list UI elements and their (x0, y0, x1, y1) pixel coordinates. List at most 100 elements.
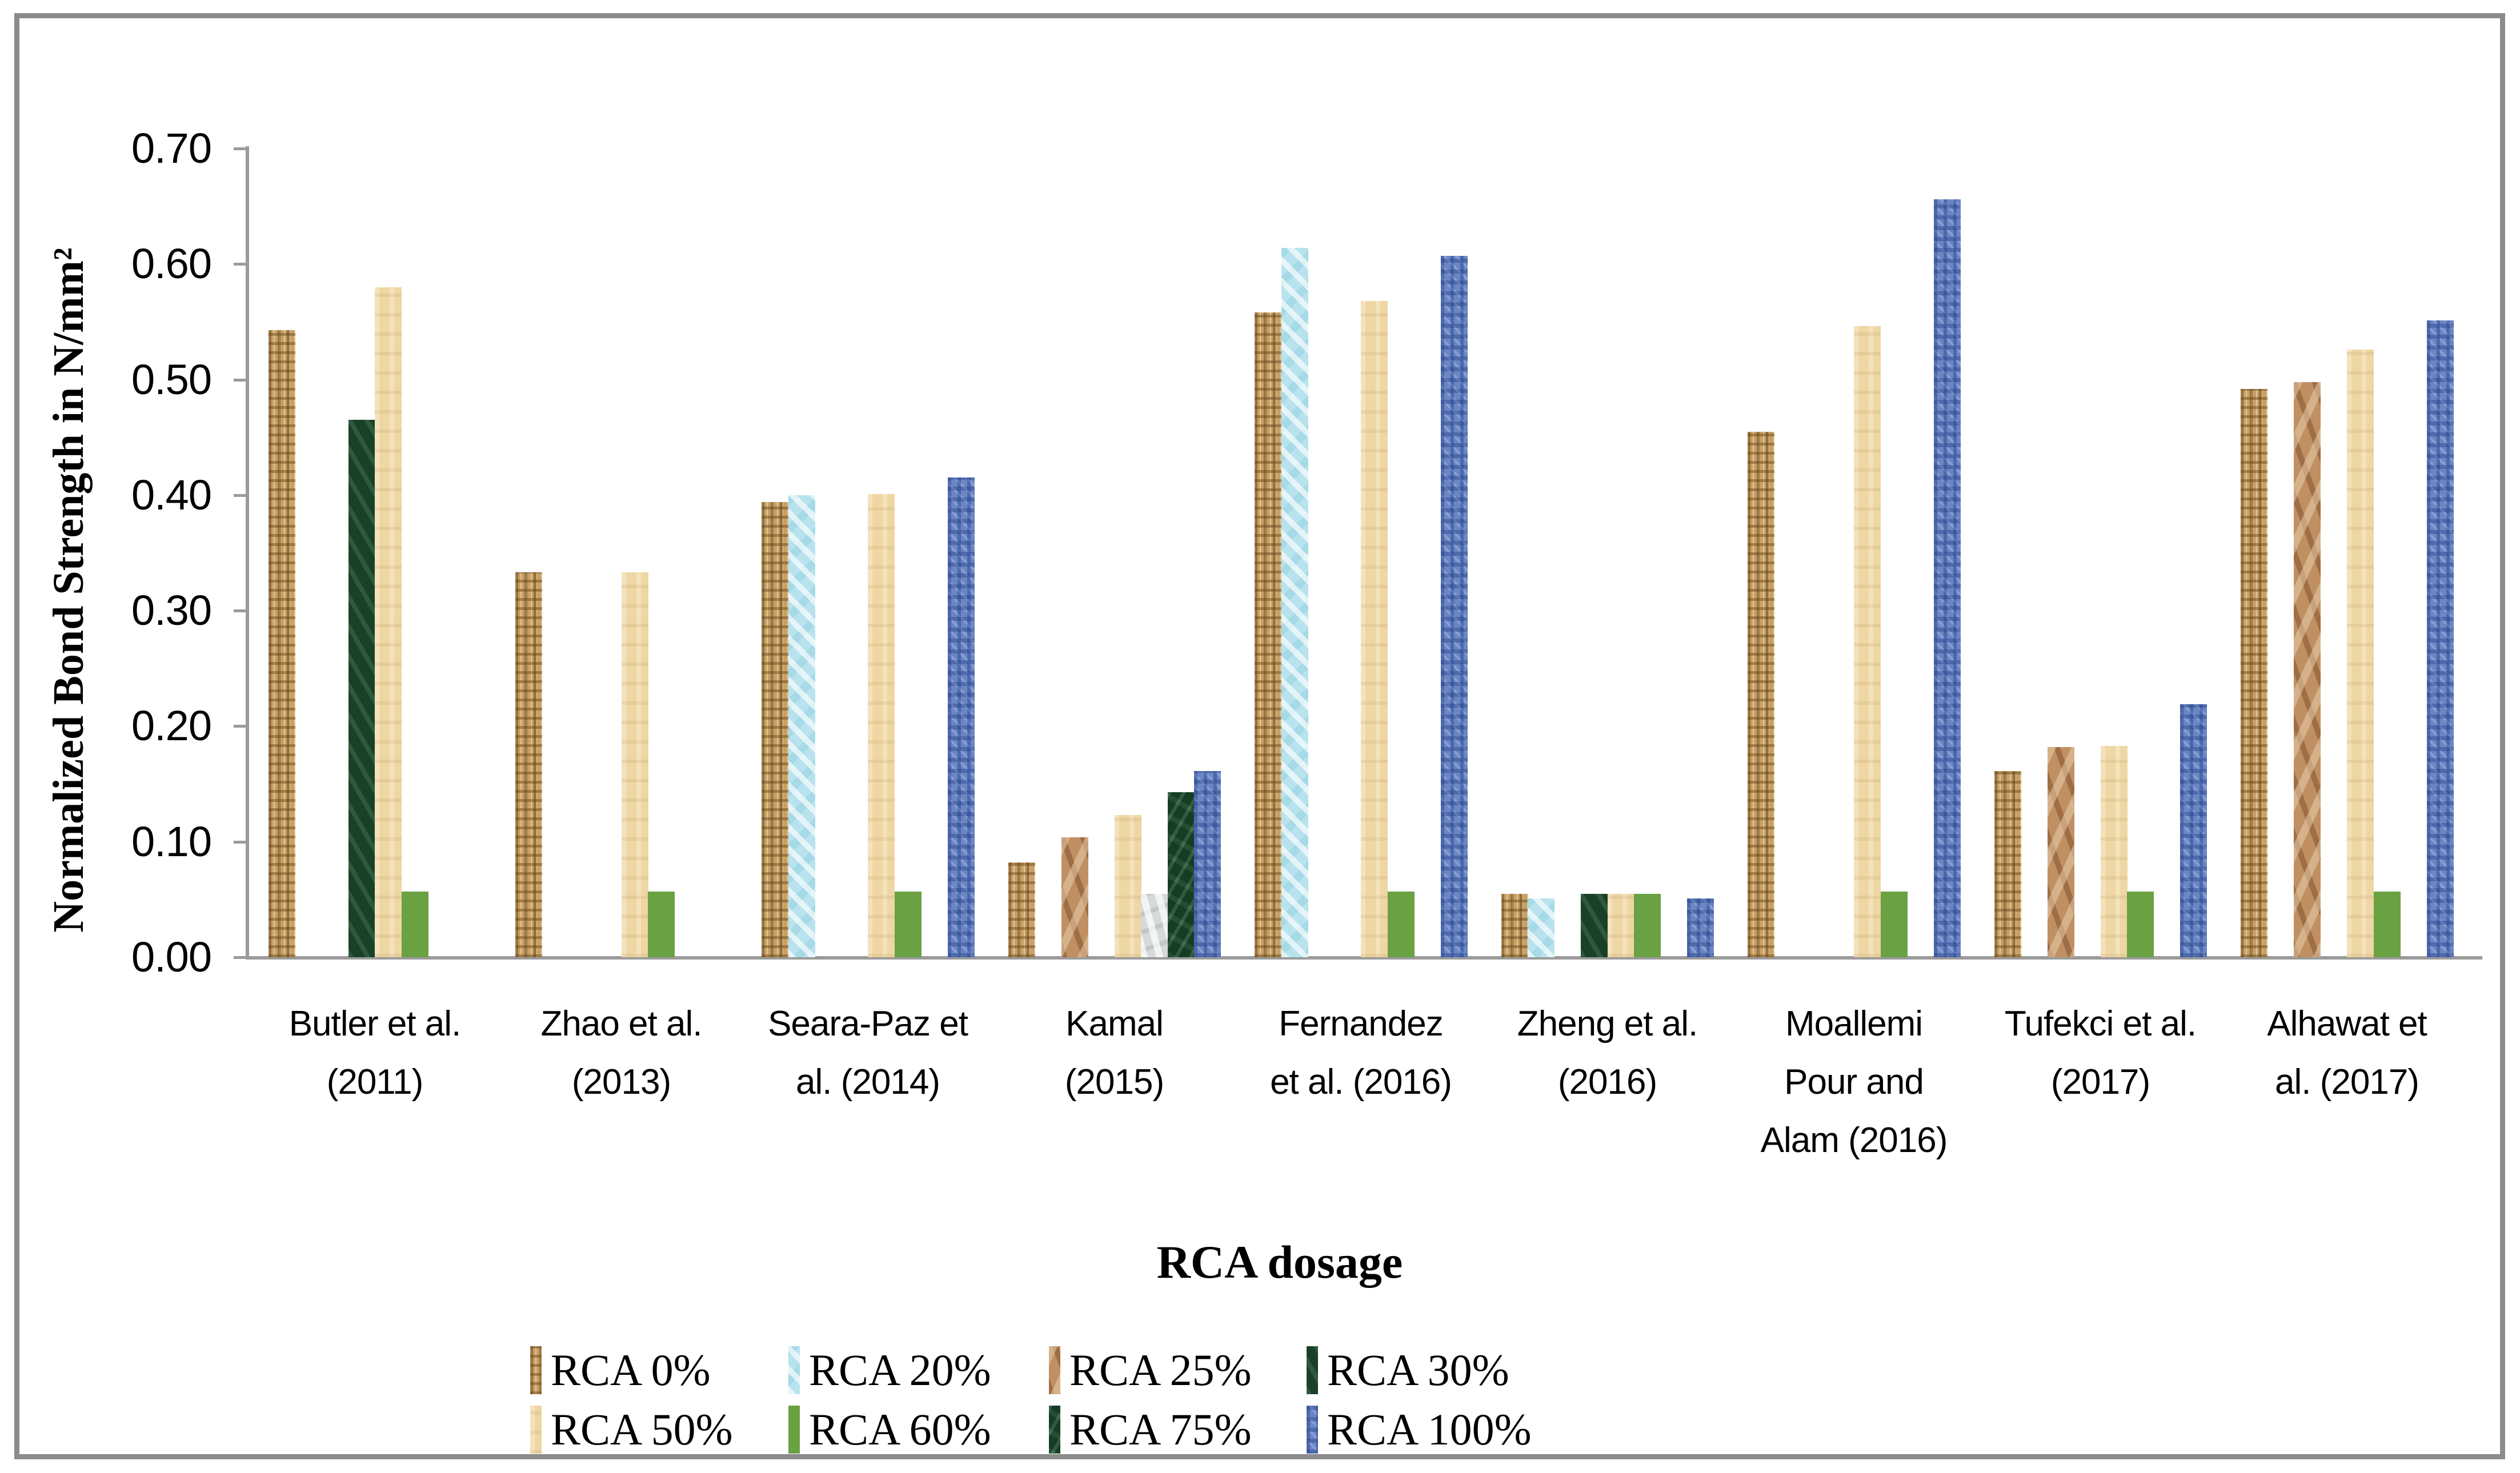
category-label-moallemi: Moallemi Pour and Alam (2016) (1731, 995, 1977, 1170)
category-label-searapaz: Seara-Paz et al. (2014) (745, 995, 991, 1111)
y-tick-label-0.40: 0.40 (131, 471, 212, 519)
bar-zhao-rca0 (515, 572, 542, 957)
bar-fernandez-rca50 (1361, 301, 1388, 957)
category-label-zhao: Zhao et al. (2013) (499, 995, 744, 1111)
legend-item-rca0: RCA 0% (530, 1346, 711, 1395)
legend-item-rca30: RCA 30% (1307, 1346, 1509, 1395)
y-tick-mark-0.40 (234, 493, 247, 497)
category-label-line: (2015) (1064, 1062, 1164, 1102)
y-tick-label-0.70: 0.70 (131, 124, 212, 172)
category-label-line: Butler et al. (289, 1004, 462, 1043)
y-tick-label-0.00: 0.00 (131, 933, 212, 981)
x-axis-title: RCA dosage (1156, 1236, 1403, 1288)
legend-swatch-rca0 (530, 1346, 542, 1394)
category-label-line: Zheng et al. (1517, 1004, 1698, 1043)
y-axis-line (246, 146, 249, 960)
category-label-line: (2017) (2050, 1062, 2150, 1102)
bar-zheng-rca100 (1687, 898, 1714, 957)
category-label-line: al. (2017) (2275, 1062, 2419, 1102)
legend-label-rca0: RCA 0% (551, 1345, 711, 1395)
bar-searapaz-rca50 (868, 494, 895, 957)
legend-swatch-rca75 (1049, 1406, 1060, 1454)
category-label-line: Kamal (1065, 1004, 1164, 1043)
category-label-line: Pour and (1784, 1062, 1924, 1102)
legend-label-rca100: RCA 100% (1327, 1404, 1532, 1454)
bar-butler-rca0 (269, 330, 295, 957)
bar-fernandez-rca20 (1281, 248, 1308, 957)
bar-kamal-rca50 (1115, 815, 1141, 957)
category-label-tufekci: Tufekci et al. (2017) (1978, 995, 2223, 1111)
category-label-line: Alam (2016) (1760, 1121, 1948, 1160)
category-label-fernandez: Fernandez et al. (2016) (1238, 995, 1484, 1111)
bar-zheng-rca60 (1634, 894, 1661, 957)
bar-zheng-rca30 (1581, 894, 1608, 957)
legend-label-rca60: RCA 60% (809, 1404, 991, 1454)
category-label-line: Alhawat et (2267, 1004, 2427, 1043)
bar-searapaz-rca20 (788, 495, 815, 957)
y-tick-mark-0.00 (234, 956, 247, 959)
legend-item-rca25: RCA 25% (1049, 1346, 1252, 1395)
y-tick-label-0.20: 0.20 (131, 702, 212, 750)
legend-label-rca75: RCA 75% (1069, 1404, 1252, 1454)
y-tick-label-0.30: 0.30 (131, 587, 212, 635)
bar-butler-rca50 (375, 287, 402, 957)
category-label-zheng: Zheng et al. (2016) (1485, 995, 1730, 1111)
figure-frame (14, 13, 2505, 1459)
bar-fernandez-rca100 (1441, 256, 1468, 957)
category-label-line: et al. (2016) (1270, 1062, 1452, 1102)
legend-label-rca25: RCA 25% (1069, 1345, 1252, 1395)
category-label-line: al. (2014) (796, 1062, 940, 1102)
y-tick-mark-0.10 (234, 840, 247, 844)
bar-searapaz-rca100 (948, 477, 975, 957)
y-tick-label-0.50: 0.50 (131, 355, 212, 403)
bar-alhawat-rca0 (2241, 389, 2267, 957)
bar-tufekci-rca100 (2180, 704, 2207, 957)
bar-zheng-rca50 (1608, 894, 1634, 957)
bar-alhawat-rca50 (2347, 350, 2374, 957)
y-tick-mark-0.30 (234, 609, 247, 613)
bar-fernandez-rca60 (1388, 892, 1415, 957)
category-label-line: Seara-Paz et (768, 1004, 968, 1043)
bar-tufekci-rca25 (2048, 747, 2074, 957)
bar-fernandez-rca0 (1255, 312, 1281, 957)
bar-zhao-rca50 (622, 572, 648, 957)
bar-kamal-rca25 (1061, 837, 1088, 957)
bar-zheng-rca0 (1501, 894, 1528, 957)
y-tick-mark-0.20 (234, 725, 247, 728)
bar-kamal-rca75 (1168, 792, 1195, 957)
y-tick-mark-0.70 (234, 147, 247, 150)
bar-alhawat-rca25 (2294, 382, 2321, 957)
bar-zheng-rca20 (1528, 898, 1555, 957)
category-label-kamal: Kamal (2015) (992, 995, 1237, 1111)
y-tick-label-0.60: 0.60 (131, 240, 212, 288)
category-label-line: (2016) (1557, 1062, 1657, 1102)
bar-moallemi-rca50 (1854, 326, 1881, 957)
bar-moallemi-rca100 (1934, 199, 1961, 957)
legend-item-rca100: RCA 100% (1307, 1405, 1532, 1454)
bar-butler-rca60 (402, 892, 428, 957)
y-tick-label-0.10: 0.10 (131, 817, 212, 865)
legend-item-rca75: RCA 75% (1049, 1405, 1252, 1454)
bar-kamal-rca100 (1194, 771, 1221, 957)
legend-swatch-rca100 (1307, 1406, 1318, 1454)
bar-searapaz-rca60 (895, 892, 922, 957)
bar-tufekci-rca60 (2127, 892, 2154, 957)
y-tick-mark-0.60 (234, 263, 247, 266)
bar-moallemi-rca60 (1881, 892, 1908, 957)
bar-tufekci-rca0 (1994, 771, 2021, 957)
bar-kamal-rca60 (1141, 894, 1168, 957)
bar-searapaz-rca0 (762, 502, 788, 957)
bar-kamal-rca0 (1008, 862, 1035, 957)
legend-item-rca20: RCA 20% (788, 1346, 991, 1395)
category-label-line: (2013) (571, 1062, 671, 1102)
category-label-line: Fernandez (1279, 1004, 1443, 1043)
category-label-butler: Butler et al. (2011) (252, 995, 498, 1111)
legend-swatch-rca30 (1307, 1346, 1318, 1394)
legend-label-rca30: RCA 30% (1327, 1345, 1509, 1395)
category-label-line: (2011) (326, 1062, 424, 1102)
legend-item-rca50: RCA 50% (530, 1405, 733, 1454)
legend-swatch-rca25 (1049, 1346, 1060, 1394)
legend-item-rca60: RCA 60% (788, 1405, 991, 1454)
x-axis-line (247, 956, 2482, 960)
